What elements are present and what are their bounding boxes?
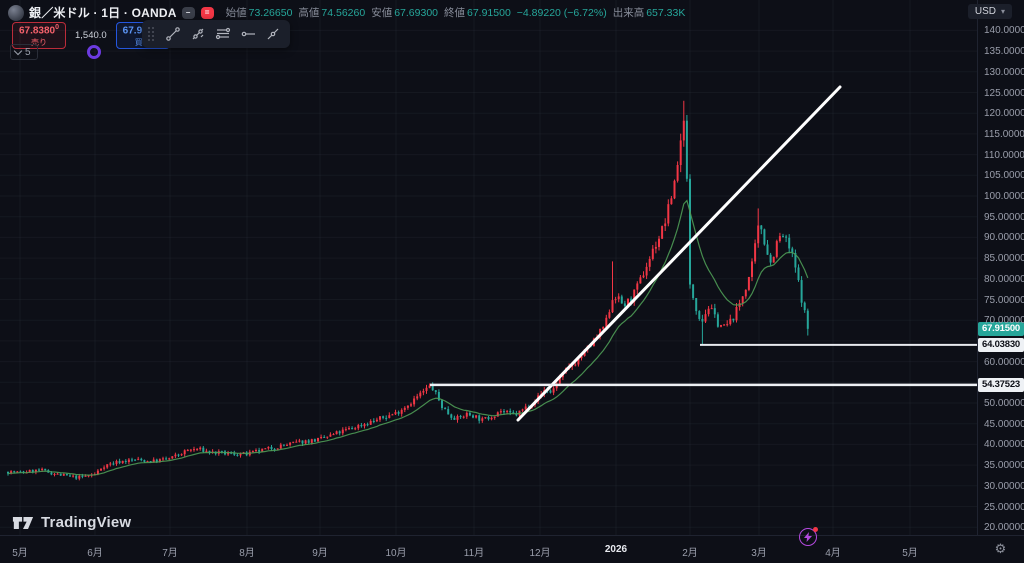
low-value: 67.69300 — [394, 6, 438, 19]
trend-line-icon — [165, 27, 180, 41]
spread-value: 1,540.0 — [75, 30, 107, 41]
open-label: 始値 — [225, 7, 247, 19]
price-axis-label: 120.00000 — [984, 108, 1024, 120]
toolbar-drag-handle-icon[interactable] — [148, 26, 155, 42]
symbol-legend[interactable]: 銀／米ドル · 1日 · OANDA – = 始値 73.26650 高値 74… — [8, 4, 685, 21]
open-value: 73.26650 — [248, 6, 293, 19]
level-badge[interactable]: 64.03830 — [978, 337, 1024, 352]
change-value: −4.89220 (−6.72%) — [516, 6, 607, 19]
time-axis-label: 8月 — [239, 548, 255, 559]
price-axis-label: 110.00000 — [984, 149, 1024, 161]
info-line-tool-button[interactable] — [186, 23, 209, 45]
time-axis-label: 3月 — [751, 548, 767, 559]
price-axis-label: 35.00000 — [984, 460, 1024, 472]
time-axis-label: 9月 — [312, 548, 328, 559]
tradingview-watermark: TradingView — [12, 514, 131, 531]
caret-down-icon: ▾ — [1000, 7, 1005, 16]
high-value: 74.56260 — [321, 6, 366, 19]
drawing-toolbar — [142, 20, 290, 48]
time-axis-label: 11月 — [463, 548, 485, 559]
alert-badge-icon[interactable]: = — [200, 6, 214, 19]
chart-canvas[interactable] — [0, 0, 977, 535]
fib-retracement-tool-button[interactable] — [211, 23, 234, 45]
price-axis-label: 95.00000 — [984, 211, 1024, 223]
gear-icon[interactable]: ⚙ — [994, 541, 1007, 556]
status-ring-icon[interactable] — [87, 45, 101, 59]
price-axis-label: 50.00000 — [984, 398, 1024, 409]
price-axis-label: 45.00000 — [984, 418, 1024, 430]
ray-tool-button[interactable] — [261, 23, 284, 45]
time-axis-label: 7月 — [162, 548, 178, 559]
price-axis-label: 140.00000 — [984, 25, 1024, 37]
close-label: 終値 — [444, 7, 465, 19]
trend-line-drawing[interactable] — [516, 85, 842, 422]
price-axis-label: 115.00000 — [984, 128, 1024, 140]
volume-value: 657.33K — [646, 6, 686, 19]
horizontal-ray-tool-button[interactable] — [236, 23, 259, 45]
horizontal-ray-icon — [241, 31, 255, 37]
time-axis-label: 6月 — [87, 548, 103, 559]
price-axis[interactable]: 67.91500 64.03830 54.37523 140.00000 135.… — [977, 0, 1024, 535]
ohlc-values: 始値 73.26650 高値 74.56260 安値 67.69300 終値 6… — [226, 5, 686, 20]
high-label: 高値 — [298, 7, 320, 19]
currency-selector[interactable]: USD ▾ — [967, 4, 1012, 19]
volume-label: 出来高 — [612, 7, 645, 19]
ma-line — [7, 199, 809, 476]
currency-value: USD — [974, 6, 996, 17]
price-axis-label: 125.00000 — [984, 87, 1024, 99]
price-axis-label: 105.00000 — [984, 170, 1024, 182]
time-axis-label: 5月 — [902, 548, 918, 559]
ray-icon — [267, 28, 278, 40]
level-lines[interactable] — [430, 343, 977, 387]
low-label: 安値 — [371, 7, 393, 19]
market-status-badge-icon[interactable]: – — [181, 6, 195, 19]
drawings-count: 5 — [25, 46, 31, 58]
fib-retracement-icon — [215, 27, 230, 40]
price-axis-label: 80.00000 — [984, 273, 1024, 285]
events-flash-button[interactable] — [799, 527, 818, 546]
chevron-down-icon — [13, 46, 23, 56]
sell-price: 67.83800 — [18, 24, 60, 37]
price-axis-label: 90.00000 — [984, 232, 1024, 244]
time-axis[interactable]: 5月 6月 7月 8月 9月 10月 11月 12月 2026 2月 3月 4月 5月 — [0, 535, 1024, 563]
watermark-brand: TradingView — [41, 514, 132, 531]
grid-layer — [0, 0, 977, 535]
info-line-icon — [192, 28, 203, 40]
notification-dot — [813, 527, 818, 532]
price-axis-label: 100.00000 — [984, 191, 1024, 202]
trend-line-tool-button[interactable] — [161, 23, 184, 45]
level-badge[interactable]: 54.37523 — [978, 377, 1024, 392]
price-axis-label: 130.00000 — [984, 66, 1024, 78]
time-axis-label: 12月 — [529, 548, 551, 559]
time-axis-label: 4月 — [825, 548, 841, 559]
price-axis-label: 135.00000 — [984, 46, 1024, 58]
symbol-title[interactable]: 銀／米ドル · 1日 · OANDA — [29, 6, 177, 20]
price-axis-label: 40.00000 — [984, 439, 1024, 451]
price-axis-label: 60.00000 — [984, 356, 1024, 368]
symbol-logo-icon — [8, 4, 24, 21]
drawings-count-chip[interactable]: 5 — [10, 44, 38, 60]
time-axis-label: 2026 — [604, 544, 628, 555]
time-axis-label: 2月 — [682, 548, 698, 559]
lightning-icon — [804, 532, 812, 542]
time-axis-label: 10月 — [385, 548, 407, 559]
price-axis-label: 30.00000 — [984, 480, 1024, 492]
close-value: 67.91500 — [467, 6, 511, 19]
price-axis-label: 70.00000 — [984, 315, 1024, 327]
last-price-badge: 67.91500 — [978, 321, 1024, 336]
tradingview-logo-icon — [12, 516, 34, 529]
price-axis-label: 85.00000 — [984, 253, 1024, 265]
axis-settings-corner[interactable]: ⚙ — [977, 535, 1024, 563]
sell-label: 売り — [31, 37, 47, 47]
price-axis-label: 25.00000 — [984, 501, 1024, 513]
price-axis-label: 75.00000 — [984, 294, 1024, 306]
price-axis-label: 20.00000 — [984, 522, 1024, 534]
time-axis-label: 5月 — [12, 548, 28, 559]
